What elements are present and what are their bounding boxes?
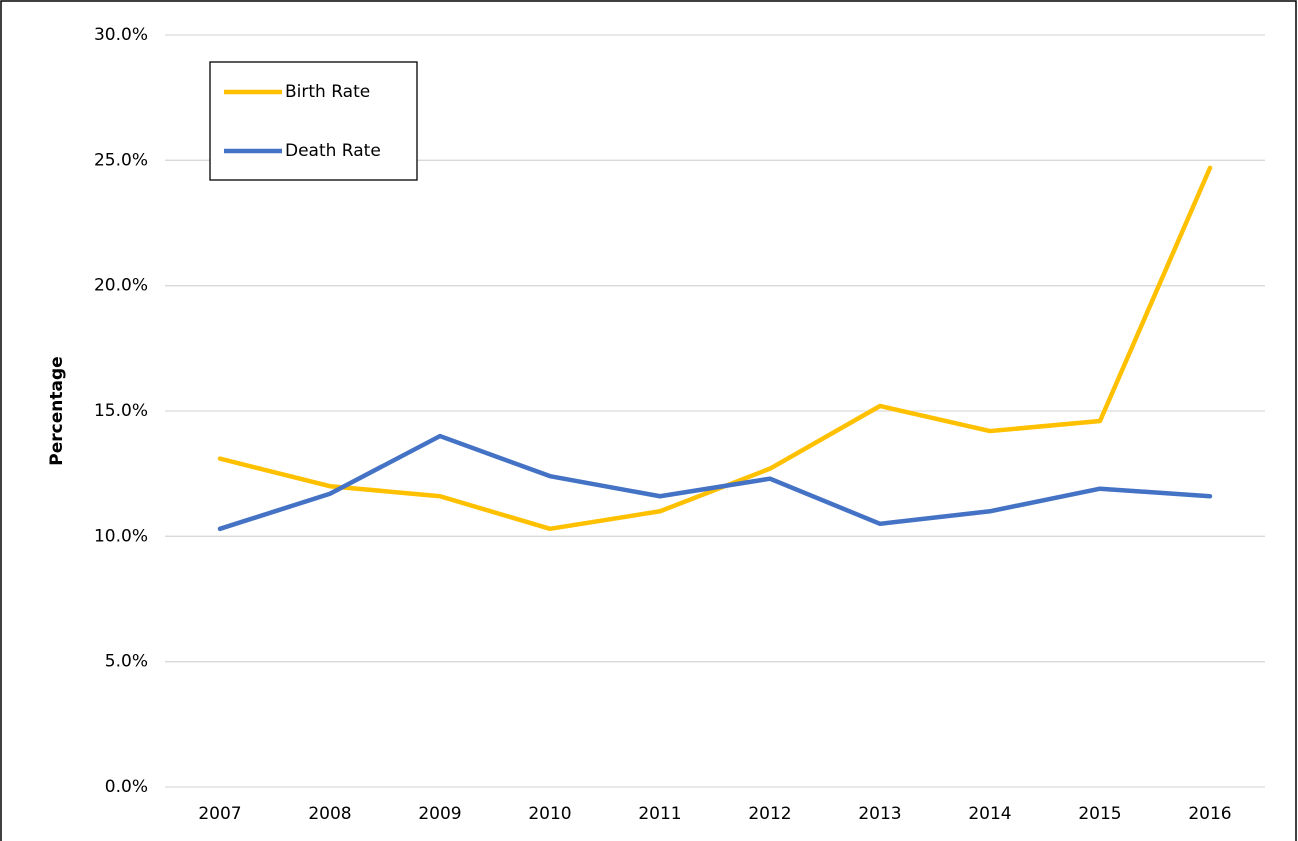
y-tick-label: 30.0% (94, 25, 148, 45)
x-tick-label: 2007 (198, 804, 241, 824)
y-tick-label: 25.0% (94, 150, 148, 170)
data-line (217, 165, 1213, 532)
legend-label: Birth Rate (285, 82, 370, 102)
y-axis-label: Percentage (47, 356, 67, 465)
x-tick-label: 2013 (858, 804, 901, 824)
data-line (217, 433, 1213, 532)
y-tick-label: 20.0% (94, 276, 148, 296)
y-tick-label: 10.0% (94, 526, 148, 546)
x-tick-label: 2014 (968, 804, 1011, 824)
x-tick-label: 2011 (638, 804, 681, 824)
x-tick-label: 2010 (528, 804, 571, 824)
legend-box (209, 61, 418, 181)
y-tick-label: 0.0% (105, 777, 148, 797)
y-tick-label: 15.0% (94, 401, 148, 421)
legend-label: Death Rate (285, 141, 381, 161)
x-tick-label: 2015 (1078, 804, 1121, 824)
x-tick-label: 2016 (1188, 804, 1231, 824)
x-tick-label: 2008 (308, 804, 351, 824)
x-tick-label: 2009 (418, 804, 461, 824)
x-tick-label: 2012 (748, 804, 791, 824)
y-tick-label: 5.0% (105, 652, 148, 672)
